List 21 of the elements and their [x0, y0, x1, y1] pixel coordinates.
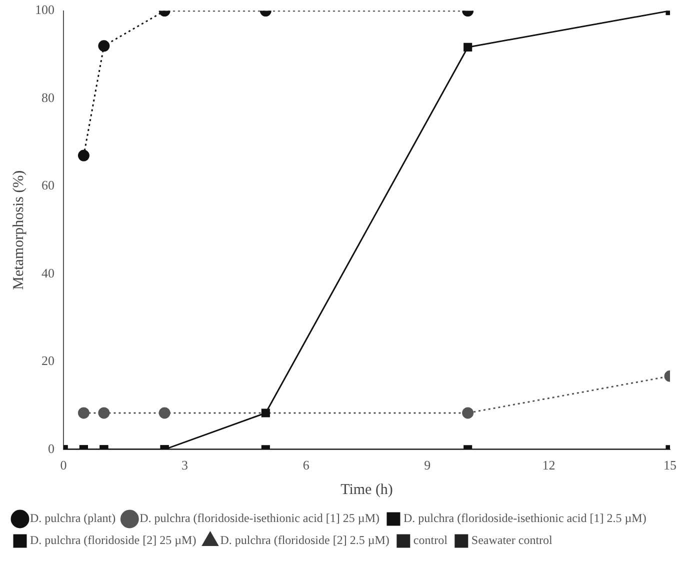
x-tick-label: 3 [182, 458, 188, 473]
legend-label: D. pulchra (floridoside [2] 25 µM) [30, 533, 196, 548]
x-tick-label: 0 [60, 458, 67, 473]
legend-label: D. pulchra (plant) [30, 511, 116, 526]
y-tick-label: 80 [42, 90, 54, 105]
legend-label: Seawater control [471, 533, 554, 548]
legend-label: control [413, 533, 448, 548]
y-tick-label: 40 [42, 265, 54, 280]
x-axis-title: Time (h) [340, 482, 393, 498]
y-axis-title: Metamorphosis (%) [10, 170, 27, 290]
y-tick-label: 60 [42, 178, 54, 193]
x-tick-label: 15 [664, 458, 676, 473]
legend-label: D. pulchra (floridoside-isethionic acid [1] 25 µM) [140, 511, 380, 526]
x-tick-label: 9 [424, 458, 431, 473]
x-tick-label: 6 [302, 458, 310, 473]
y-tick-label: 100 [35, 2, 54, 18]
y-tick-label: 20 [42, 353, 54, 368]
legend-label: D. pulchra (floridoside [2] 2.5 µM) [220, 533, 390, 548]
legend-label: D. pulchra (floridoside-isethionic acid [1] 2.5 µM) [403, 511, 646, 526]
y-tick-label: 0 [48, 440, 54, 456]
x-tick-label: 12 [542, 458, 556, 473]
